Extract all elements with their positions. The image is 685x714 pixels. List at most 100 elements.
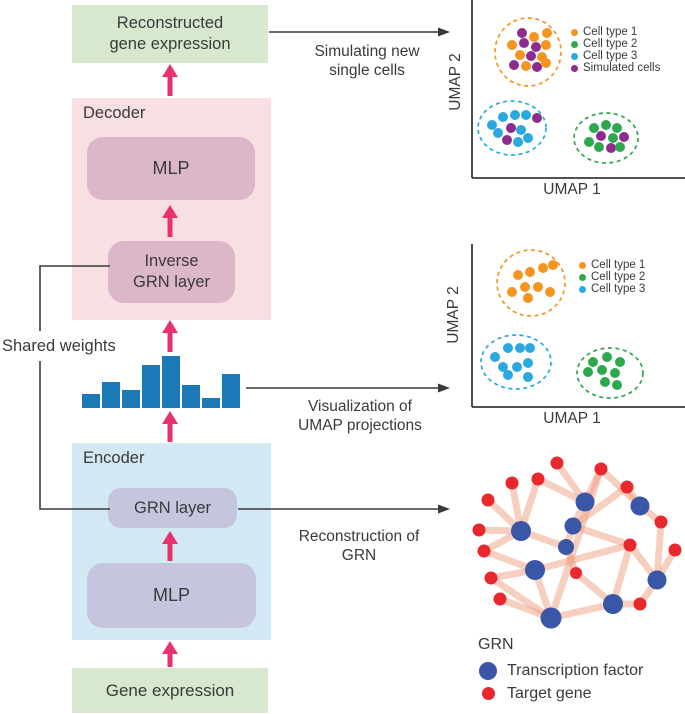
histogram-bar [202, 398, 220, 408]
umap-mid-cell-dot [583, 367, 593, 377]
umap-top-cell-dot [487, 120, 497, 130]
grn-layer-box: GRN layer [108, 488, 237, 528]
legend-label: Target gene [507, 684, 592, 702]
legend-item-cell-type-1: Cell type 1 [579, 260, 645, 271]
histogram-bar [162, 356, 180, 408]
umap-mid-cell-dot [525, 267, 535, 277]
legend-item-cell-type-1: Cell type 1 [571, 27, 660, 38]
umap-top-cluster-outline [494, 17, 562, 87]
grn-legend: GRN Transcription factor Target gene [478, 636, 643, 705]
grn-edge [487, 566, 539, 582]
grn-edge [653, 546, 679, 584]
decoder-mlp-box: MLP [87, 137, 255, 200]
legend-item-simulated-cells: Simulated cells [571, 63, 660, 74]
grn-edge [572, 569, 617, 608]
umap-mid-cell-dot [503, 343, 513, 353]
umap-mid-cell-dot [525, 343, 535, 353]
reconstructed-gene-expression-label: Reconstructed gene expression [109, 14, 231, 53]
legend-item-cell-type-2: Cell type 2 [579, 272, 645, 283]
umap-top-cell-dot [519, 38, 529, 48]
umap-mid-xaxis-label: UMAP 1 [543, 410, 601, 427]
encoder-mlp-box: MLP [87, 563, 256, 628]
simulated-cells-dot-icon [571, 64, 578, 72]
legend-item-cell-type-2: Cell type 2 [571, 39, 660, 50]
umap-mid-cell-dot [513, 270, 523, 280]
umap-top-cell-dot [513, 137, 523, 147]
umap-mid-cell-dot [615, 357, 625, 367]
umap-mid-cell-dot [498, 362, 508, 372]
grn-node-transcription-factor [564, 517, 582, 535]
grn-edge [636, 576, 661, 608]
umap-top-cell-dot [531, 42, 541, 52]
grn-edge [484, 496, 525, 535]
umap-top-cell-dot [619, 132, 629, 142]
umap-top-cell-dot [542, 28, 552, 38]
umap-mid-cell-dot [533, 282, 543, 292]
legend-label: Cell type 1 [583, 26, 638, 38]
grn-node-target-gene [570, 567, 582, 579]
flow-up-arrow-head-icon [162, 320, 178, 333]
umap-mid-cell-dot [512, 362, 522, 372]
flow-up-arrow-head-icon [162, 64, 178, 77]
umap-mid-cluster-outline [496, 249, 566, 317]
grn-node-target-gene [668, 543, 682, 557]
umap-mid-cell-dot [600, 377, 610, 387]
gene-expression-box: Gene expression [72, 668, 268, 713]
grn-edge [475, 526, 525, 535]
grn-node-target-gene [594, 462, 608, 476]
umap-top-legend: Cell type 1 Cell type 2 Cell type 3 Simu… [571, 27, 660, 74]
grn-edge [517, 527, 570, 551]
umap-top-cell-dot [608, 133, 618, 143]
umap-top-yaxis-label: UMAP 2 [447, 53, 464, 111]
grn-legend-title: GRN [478, 636, 514, 653]
umap-top-cell-dot [594, 142, 604, 152]
cell-type-2-dot-icon [579, 273, 586, 281]
umap-top-cell-dot [521, 110, 531, 120]
decoder-panel: Decoder MLP Inverse GRN layer [72, 98, 271, 320]
umap-top-cell-dot [606, 143, 616, 153]
grn-edge [562, 543, 580, 577]
arrow-to-umap-plot-head-icon [438, 383, 450, 393]
legend-label: Transcription factor [507, 661, 644, 679]
grn-edge [496, 595, 555, 622]
cell-type-2-dot-icon [571, 40, 578, 48]
cell-type-3-dot-icon [579, 285, 586, 293]
grn-edge [569, 522, 634, 549]
umap-mid-cell-dot [490, 352, 500, 362]
umap-mid-cell-dot [612, 380, 622, 390]
simulating-new-single-cells-label: Simulating new single cells [314, 43, 420, 79]
grn-node-target-gene [531, 472, 545, 486]
legend-item-transcription-factor: Transcription factor [478, 659, 643, 682]
umap-mid-cell-dot [610, 368, 620, 378]
grn-node-transcription-factor [575, 492, 595, 512]
umap-top-cell-dot [612, 123, 622, 133]
umap-top-cell-dot [510, 110, 520, 120]
umap-mid-cell-dot [597, 365, 607, 375]
umap-top-cell-dot [615, 142, 625, 152]
grn-node-target-gene [623, 538, 637, 552]
cell-type-1-dot-icon [571, 28, 578, 36]
grn-edge [531, 541, 634, 574]
grn-edge [609, 541, 634, 608]
grn-edge [562, 522, 577, 551]
grn-edge [569, 483, 631, 530]
arrow-to-simulation-plot-head-icon [438, 27, 450, 37]
flow-up-arrow-head-icon [162, 411, 178, 424]
umap-top-cell-dot [517, 28, 527, 38]
legend-label: Cell type 1 [591, 259, 646, 271]
grn-node-target-gene [481, 493, 495, 507]
grn-edge [480, 527, 525, 555]
grn-edge [653, 518, 665, 584]
histogram-bar [102, 382, 120, 408]
umap-top-cell-dot [537, 52, 547, 62]
visualization-of-umap-projections-label: Visualization of UMAP projections [298, 398, 422, 434]
legend-item-cell-type-3: Cell type 3 [579, 284, 645, 295]
umap-top-cell-dot [529, 32, 539, 42]
grn-node-transcription-factor [558, 539, 574, 555]
grn-edge [547, 600, 617, 622]
grn-edge [531, 566, 555, 622]
grn-node-transcription-factor [511, 521, 531, 541]
grn-node-transcription-factor [603, 594, 623, 614]
grn-node-transcription-factor [540, 607, 562, 629]
umap-mid-cluster-outline [576, 347, 644, 399]
